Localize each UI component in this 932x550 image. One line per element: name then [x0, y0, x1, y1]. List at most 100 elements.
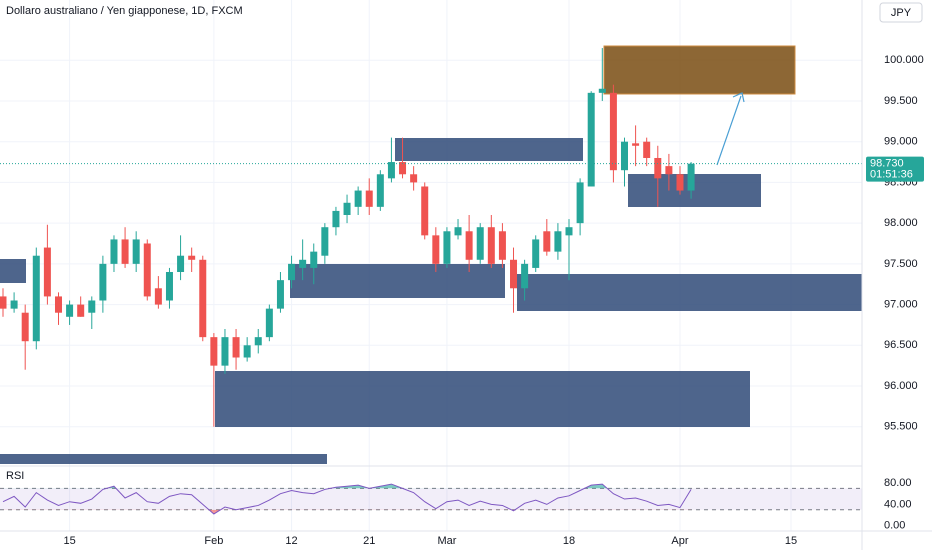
marks [0, 48, 862, 515]
candle-body [620, 141, 628, 171]
x-tick-label: 12 [285, 535, 297, 547]
y-tick-label: 99.000 [884, 136, 918, 148]
candle-body [665, 166, 673, 175]
zone [215, 371, 750, 427]
candle-body [299, 259, 307, 268]
zone [395, 138, 583, 161]
candle-body [154, 288, 162, 305]
candle-body [177, 255, 185, 272]
candle-body [576, 182, 584, 224]
candle-body [543, 231, 551, 252]
candle-body [0, 296, 7, 309]
candle-body [332, 210, 340, 228]
candle-body [221, 337, 229, 366]
y-tick-label: 100.000 [884, 54, 924, 66]
candle-body [54, 296, 62, 313]
zone [290, 264, 505, 298]
candle-body [310, 251, 318, 268]
candle-body [410, 174, 418, 183]
candle-body [465, 231, 473, 260]
rsi-band [0, 488, 862, 510]
candle-body [99, 263, 107, 301]
candle-body [321, 227, 329, 256]
y-tick-label: 40.00 [884, 498, 912, 510]
candle-body [243, 345, 251, 358]
candle-body [232, 337, 240, 358]
candle-body [21, 312, 29, 342]
candle-body [143, 243, 151, 297]
y-tick-label: 95.500 [884, 421, 918, 433]
candle-body [343, 202, 351, 215]
x-tick-label: Feb [204, 535, 223, 547]
y-tick-label: 99.500 [884, 95, 918, 107]
candle-body [77, 304, 85, 317]
y-tick-label: 97.000 [884, 298, 918, 310]
candle-body [454, 227, 462, 236]
candle-body [487, 227, 495, 264]
y-tick-label: 97.500 [884, 258, 918, 270]
candle-body [110, 239, 118, 264]
candle-body [654, 157, 662, 179]
candle-body [598, 88, 606, 93]
candle-body [354, 190, 362, 207]
zone [517, 274, 862, 311]
zone [0, 454, 327, 464]
candle-body [132, 239, 140, 264]
candle-body [387, 162, 395, 179]
candle-body [565, 227, 573, 236]
x-tick-label: Mar [437, 535, 456, 547]
candle-body [554, 231, 562, 252]
candle-body [165, 271, 173, 301]
currency[interactable]: JPY [891, 7, 912, 19]
candle-body [421, 186, 429, 236]
candle-body [32, 255, 40, 342]
candle-body [609, 92, 617, 171]
y-tick-label: 0.00 [884, 520, 905, 532]
candle-body [443, 231, 451, 264]
candle-body [88, 300, 96, 313]
candle-body [510, 259, 518, 289]
candle-body [376, 174, 384, 207]
currency-button[interactable] [879, 2, 923, 23]
x-tick-label: Apr [671, 535, 688, 547]
y-tick-label: 98.000 [884, 217, 918, 229]
candle-body [288, 263, 296, 281]
candle-body [498, 231, 506, 260]
candle-body [365, 190, 373, 207]
x-tick-label: 21 [363, 535, 375, 547]
rsi-line [2, 483, 692, 515]
y-tick-label: 96.500 [884, 339, 918, 351]
candle-body [276, 280, 284, 309]
x-tick-label: 15 [63, 535, 75, 547]
x-tick-label: 18 [563, 535, 575, 547]
candle-body [687, 163, 695, 191]
x-tick-label: 15 [785, 535, 797, 547]
candle-body [199, 259, 207, 338]
candle-body [399, 162, 407, 175]
countdown: 01:51:36 [870, 169, 913, 181]
candle-body [532, 239, 540, 268]
candle-body [121, 239, 129, 264]
candle-body [188, 255, 196, 260]
current-price-label: 98.730 [870, 158, 904, 170]
candle-body [521, 263, 529, 289]
zones [0, 45, 862, 464]
candle-body [10, 300, 18, 309]
zone [0, 259, 26, 283]
candle-body [43, 247, 51, 297]
chart-title: Dollaro australiano / Yen giapponese, 1D… [6, 5, 243, 17]
candle-body [676, 174, 684, 191]
candle-body [587, 92, 595, 187]
y-tick-label: 96.000 [884, 380, 918, 392]
candle-body [432, 235, 440, 264]
candle-body [66, 304, 74, 317]
target-zone [603, 45, 796, 95]
rsi-label: RSI [6, 470, 24, 482]
y-tick-label: 80.00 [884, 477, 912, 489]
candle-body [265, 308, 273, 338]
candle-body [643, 141, 651, 158]
candle-body [254, 337, 262, 346]
current-price-box [866, 156, 924, 182]
candle-body [476, 227, 484, 260]
